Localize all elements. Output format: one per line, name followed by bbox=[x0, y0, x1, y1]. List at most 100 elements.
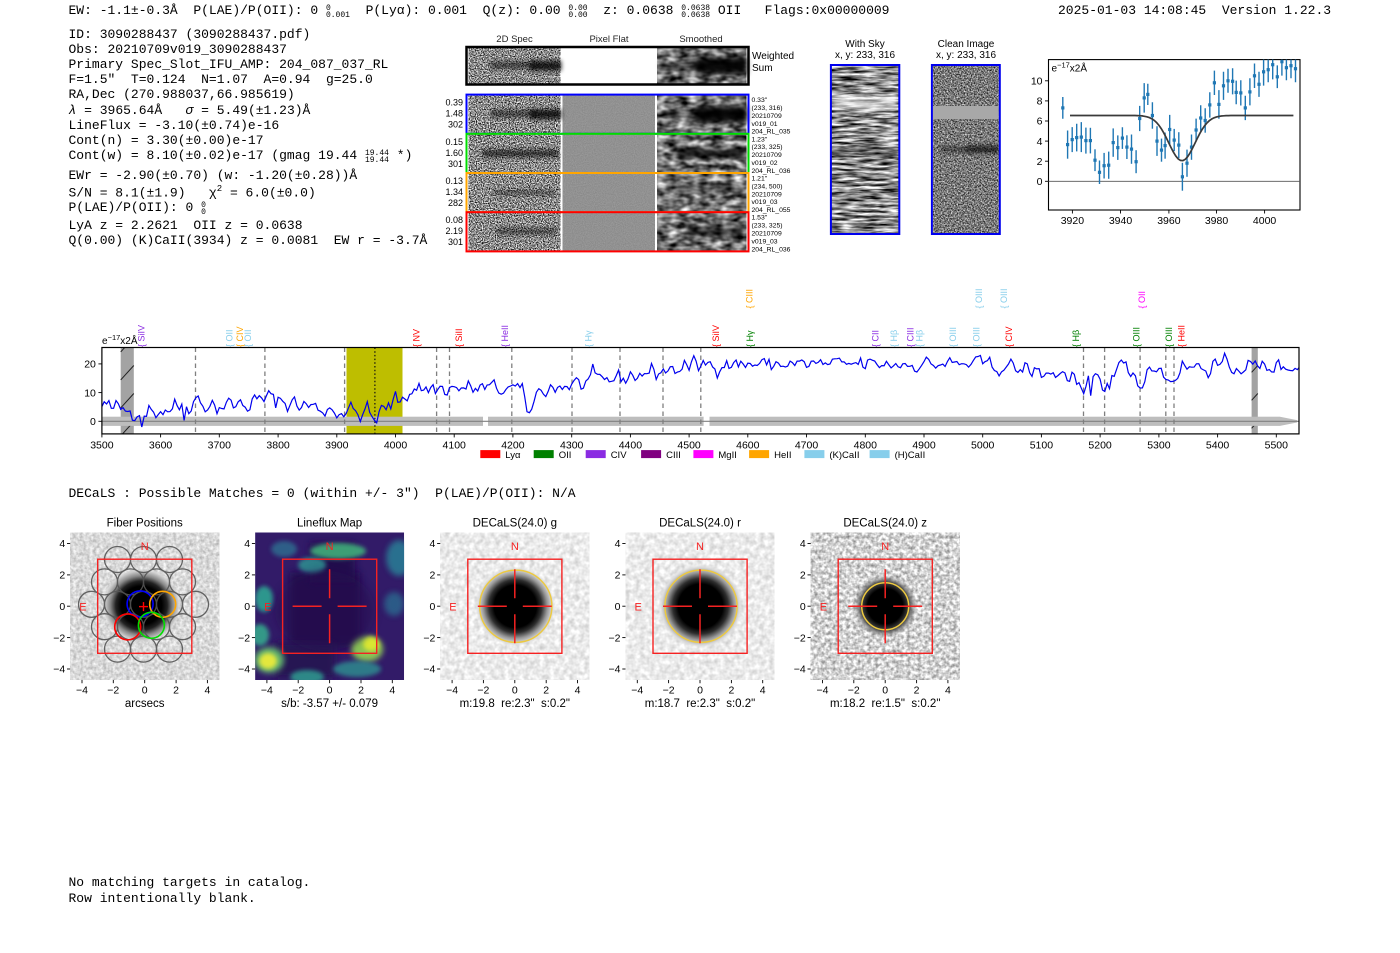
svg-text:3980: 3980 bbox=[1205, 215, 1229, 227]
svg-text:−4: −4 bbox=[261, 685, 273, 697]
svg-text:4: 4 bbox=[389, 685, 395, 697]
svg-text:0: 0 bbox=[429, 601, 435, 613]
svg-text:3940: 3940 bbox=[1109, 215, 1133, 227]
svg-text:−4: −4 bbox=[609, 664, 621, 676]
svg-text:{ Hγ: { Hγ bbox=[745, 330, 755, 347]
svg-text:Pixel Flat: Pixel Flat bbox=[589, 34, 628, 45]
svg-text:4800: 4800 bbox=[854, 439, 878, 451]
svg-text:{ NV: { NV bbox=[412, 329, 422, 347]
svg-text:E: E bbox=[820, 602, 827, 614]
svg-text:{ OII: { OII bbox=[224, 329, 234, 347]
svg-text:x, y: 233, 316: x, y: 233, 316 bbox=[835, 50, 895, 61]
svg-text:2: 2 bbox=[543, 685, 549, 697]
svg-text:−4: −4 bbox=[794, 664, 806, 676]
svg-text:4: 4 bbox=[244, 538, 250, 550]
svg-text:5400: 5400 bbox=[1206, 439, 1230, 451]
svg-text:3500: 3500 bbox=[90, 439, 114, 451]
svg-text:MgII: MgII bbox=[718, 450, 736, 461]
svg-text:3920: 3920 bbox=[1061, 215, 1085, 227]
svg-text:m:19.8 re:2.3" s:0.2": m:19.8 re:2.3" s:0.2" bbox=[460, 698, 570, 710]
svg-text:Lyα: Lyα bbox=[505, 450, 521, 461]
svg-text:{ OII: { OII bbox=[1137, 291, 1147, 309]
svg-text:Sum: Sum bbox=[752, 63, 773, 74]
svg-text:−2: −2 bbox=[107, 685, 119, 697]
svg-text:1.60: 1.60 bbox=[445, 148, 463, 158]
svg-text:CIV: CIV bbox=[611, 450, 628, 461]
svg-text:2D Spec: 2D Spec bbox=[496, 34, 533, 45]
svg-text:−2: −2 bbox=[609, 632, 621, 644]
svg-text:3700: 3700 bbox=[208, 439, 232, 451]
svg-text:(H)CaII: (H)CaII bbox=[895, 450, 926, 461]
svg-text:4500: 4500 bbox=[677, 439, 701, 451]
svg-text:2: 2 bbox=[914, 685, 920, 697]
svg-text:{ OIII: { OIII bbox=[974, 288, 984, 308]
svg-text:{ HeII: { HeII bbox=[1177, 325, 1187, 347]
svg-text:{ CIII: { CIII bbox=[744, 289, 754, 309]
svg-text:−2: −2 bbox=[477, 685, 489, 697]
svg-text:20210709: 20210709 bbox=[752, 191, 782, 198]
svg-text:v019_01: v019_01 bbox=[752, 121, 778, 128]
svg-text:2: 2 bbox=[173, 685, 179, 697]
svg-text:−4: −4 bbox=[423, 664, 435, 676]
svg-text:E: E bbox=[635, 602, 642, 614]
svg-text:5500: 5500 bbox=[1265, 439, 1289, 451]
svg-text:E: E bbox=[264, 602, 271, 614]
svg-text:m:18.7 re:2.3" s:0.2": m:18.7 re:2.3" s:0.2" bbox=[645, 698, 755, 710]
svg-text:4400: 4400 bbox=[619, 439, 643, 451]
svg-text:4: 4 bbox=[1037, 136, 1043, 148]
svg-text:0.39: 0.39 bbox=[445, 98, 463, 108]
svg-text:{ HeII: { HeII bbox=[500, 325, 510, 347]
svg-text:−4: −4 bbox=[631, 685, 643, 697]
svg-text:(233, 325): (233, 325) bbox=[752, 144, 783, 151]
svg-text:DECaLS(24.0) g: DECaLS(24.0) g bbox=[473, 518, 557, 530]
svg-text:204_RL_055: 204_RL_055 bbox=[752, 207, 791, 214]
svg-text:4700: 4700 bbox=[795, 439, 819, 451]
svg-text:3960: 3960 bbox=[1157, 215, 1181, 227]
svg-text:−4: −4 bbox=[817, 685, 829, 697]
svg-text:4: 4 bbox=[204, 685, 210, 697]
svg-text:DECaLS(24.0) r: DECaLS(24.0) r bbox=[659, 518, 741, 530]
svg-text:4600: 4600 bbox=[736, 439, 760, 451]
svg-text:0: 0 bbox=[59, 601, 65, 613]
svg-text:4: 4 bbox=[59, 538, 65, 550]
svg-text:3900: 3900 bbox=[325, 439, 349, 451]
svg-text:1.48: 1.48 bbox=[445, 109, 463, 119]
svg-text:4100: 4100 bbox=[443, 439, 467, 451]
svg-text:−4: −4 bbox=[238, 664, 250, 676]
svg-text:4: 4 bbox=[575, 685, 581, 697]
svg-text:10: 10 bbox=[84, 387, 96, 399]
svg-text:{ OIII: { OIII bbox=[1164, 327, 1174, 347]
svg-text:Smoothed: Smoothed bbox=[679, 34, 722, 45]
svg-text:0: 0 bbox=[697, 685, 703, 697]
svg-text:1.23": 1.23" bbox=[752, 136, 768, 143]
svg-text:{ Hβ: { Hβ bbox=[1071, 330, 1081, 347]
svg-text:5100: 5100 bbox=[1030, 439, 1054, 451]
svg-text:0: 0 bbox=[142, 685, 148, 697]
svg-text:e−17x2Å: e−17x2Å bbox=[1052, 61, 1088, 75]
svg-text:N: N bbox=[511, 541, 519, 553]
svg-text:4: 4 bbox=[945, 685, 951, 697]
svg-text:204_RL_035: 204_RL_035 bbox=[752, 129, 791, 136]
svg-text:−4: −4 bbox=[446, 685, 458, 697]
svg-text:With Sky: With Sky bbox=[845, 39, 884, 50]
svg-text:−2: −2 bbox=[292, 685, 304, 697]
svg-text:2: 2 bbox=[358, 685, 364, 697]
svg-text:0.08: 0.08 bbox=[445, 215, 463, 225]
svg-text:v019_02: v019_02 bbox=[752, 160, 778, 167]
svg-text:{ OIII: { OIII bbox=[971, 327, 981, 347]
svg-text:{ SiII: { SiII bbox=[454, 328, 464, 347]
svg-text:302: 302 bbox=[448, 120, 463, 130]
svg-text:4300: 4300 bbox=[560, 439, 584, 451]
svg-text:(233, 316): (233, 316) bbox=[752, 105, 783, 112]
svg-text:v019_03: v019_03 bbox=[752, 199, 778, 206]
svg-text:m:18.2 re:1.5" s:0.2": m:18.2 re:1.5" s:0.2" bbox=[830, 698, 940, 710]
svg-text:N: N bbox=[326, 541, 334, 553]
svg-text:Lineflux Map: Lineflux Map bbox=[297, 518, 362, 530]
svg-text:4000: 4000 bbox=[1253, 215, 1277, 227]
svg-text:2: 2 bbox=[728, 685, 734, 697]
svg-text:2: 2 bbox=[1037, 156, 1043, 168]
svg-text:x, y: 233, 316: x, y: 233, 316 bbox=[936, 50, 996, 61]
svg-text:2: 2 bbox=[615, 570, 621, 582]
svg-text:10: 10 bbox=[1031, 76, 1043, 88]
svg-text:{ Hγ: { Hγ bbox=[583, 330, 593, 347]
